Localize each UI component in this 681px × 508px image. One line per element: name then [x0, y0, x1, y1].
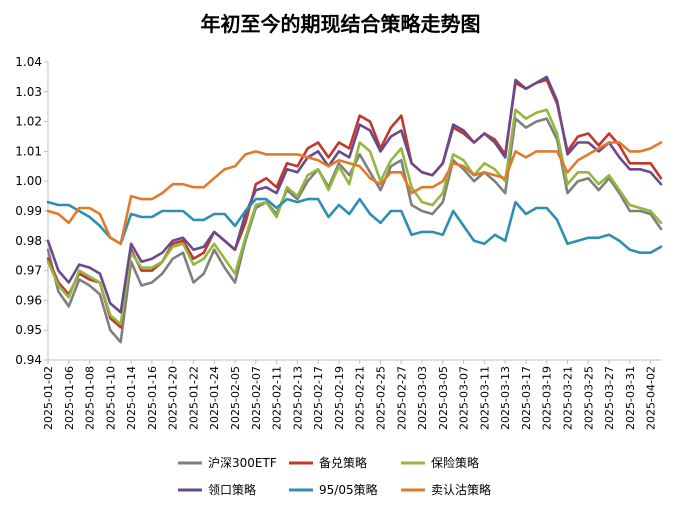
series-line-4	[46, 197, 663, 254]
y-tick-label: 0.97	[15, 264, 42, 278]
x-tick-label: 2025-02-07	[250, 366, 263, 430]
x-tick-label: 2025-03-13	[499, 366, 512, 430]
x-tick-label: 2025-02-11	[271, 366, 284, 430]
y-tick-label: 1.03	[15, 85, 42, 99]
x-tick-label: 2025-03-27	[603, 366, 616, 430]
series-line-3	[46, 75, 663, 314]
x-tick-label: 2025-03-03	[416, 366, 429, 430]
axis-layer: 0.94 0.95 0.96 0.97 0.98 0.99 1.00 1.01 1.02 1.03…	[15, 55, 661, 430]
legend-item: 备兑策略	[289, 455, 367, 470]
x-tick-label: 2025-01-20	[167, 366, 180, 430]
legend-label: 保险策略	[431, 455, 479, 470]
legend-label: 95/05策略	[319, 482, 378, 497]
x-tick-label: 2025-03-19	[541, 366, 554, 430]
legend-label: 领口策略	[208, 482, 256, 497]
legend-item: 沪深300ETF	[178, 456, 277, 470]
legend-label: 卖认沽策略	[431, 482, 491, 497]
x-tick-label: 2025-03-31	[624, 366, 637, 430]
x-tick-label: 2025-01-08	[84, 366, 97, 430]
y-tick-label: 0.96	[15, 293, 42, 307]
x-tick-label: 2025-03-07	[458, 366, 471, 430]
y-tick-label: 0.99	[15, 204, 42, 218]
x-tick-label: 2025-02-27	[395, 366, 408, 430]
x-tick-label: 2025-03-21	[561, 366, 574, 430]
x-tick-label: 2025-01-06	[63, 366, 76, 430]
x-tick-label: 2025-02-25	[374, 366, 387, 430]
legend-item: 95/05策略	[289, 482, 378, 497]
x-tick-label: 2025-01-14	[125, 366, 138, 430]
y-tick-label: 1.01	[15, 144, 42, 158]
x-tick-label: 2025-03-25	[582, 366, 595, 430]
y-tick-label: 1.04	[15, 55, 42, 69]
legend-item: 保险策略	[401, 455, 479, 470]
x-tick-label: 2025-01-24	[208, 366, 221, 430]
y-tick-label: 1.02	[15, 115, 42, 129]
x-tick-label: 2025-01-16	[146, 366, 159, 430]
series-line-5	[46, 141, 663, 246]
x-tick-label: 2025-03-17	[520, 366, 533, 430]
y-tick-label: 0.94	[15, 353, 42, 367]
legend-label: 沪深300ETF	[208, 456, 277, 470]
x-tick-label: 2025-02-19	[333, 366, 346, 430]
series-line-2	[46, 108, 663, 326]
y-tick-label: 0.95	[15, 323, 42, 337]
legend-label: 备兑策略	[319, 455, 367, 470]
y-tick-label: 1.00	[15, 174, 42, 188]
x-tick-label: 2025-03-05	[437, 366, 450, 430]
x-tick-label: 2025-03-11	[478, 366, 491, 430]
x-tick-label: 2025-02-17	[312, 366, 325, 430]
x-tick-label: 2025-02-13	[291, 366, 304, 430]
x-tick-label: 2025-01-22	[187, 366, 200, 430]
y-tick-label: 0.98	[15, 234, 42, 248]
series-line-1	[46, 78, 663, 329]
x-tick-label: 2025-01-02	[42, 366, 55, 430]
legend-item: 卖认沽策略	[401, 482, 491, 497]
x-tick-label: 2025-04-02	[645, 366, 658, 430]
x-tick-label: 2025-02-21	[354, 366, 367, 430]
series-layer	[46, 75, 663, 344]
chart-title: 年初至今的期现结合策略走势图	[200, 12, 481, 36]
legend-item: 领口策略	[178, 482, 256, 497]
x-tick-label: 2025-01-10	[104, 366, 117, 430]
x-tick-label: 2025-02-05	[229, 366, 242, 430]
